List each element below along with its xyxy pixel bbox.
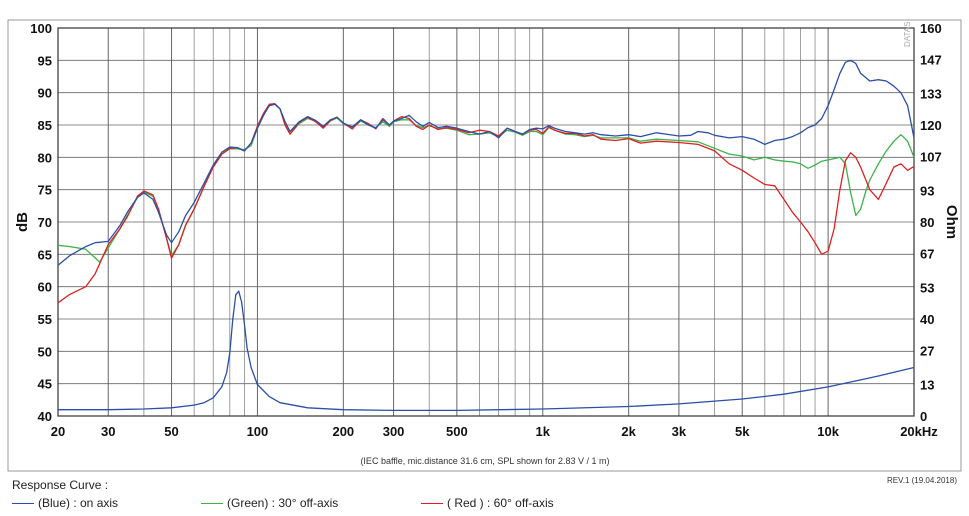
x-tick-label: 500 xyxy=(446,424,468,439)
y2-tick-labels: 0 13 27 40 53 67 80 93 107 120 133 147 160 xyxy=(920,21,942,424)
y2-tick-label: 40 xyxy=(920,312,934,327)
watermark: DATAS xyxy=(903,22,912,47)
grid xyxy=(57,27,915,417)
y2-tick-label: 27 xyxy=(920,344,934,359)
y2-tick-label: 0 xyxy=(920,409,927,424)
x-tick-label: 100 xyxy=(247,424,269,439)
y2-tick-label: 133 xyxy=(920,86,942,101)
legend-swatch-blue xyxy=(12,502,34,504)
x-tick-label: 200 xyxy=(332,424,354,439)
y2-tick-label: 147 xyxy=(920,53,942,68)
legend-swatch-red xyxy=(421,502,443,504)
y2-tick-label: 93 xyxy=(920,183,934,198)
y2-tick-label: 80 xyxy=(920,215,934,230)
legend-item-green: (Green) : 30° off-axis xyxy=(201,496,338,510)
y-tick-label: 75 xyxy=(38,183,52,198)
y2-axis-title: Ohm xyxy=(943,205,960,239)
x-tick-label: 3k xyxy=(672,424,687,439)
y2-tick-label: 53 xyxy=(920,280,934,295)
y2-tick-label: 160 xyxy=(920,21,942,36)
series-line-impedance xyxy=(58,290,915,412)
legend-swatch-green xyxy=(201,502,223,504)
legend-label-green: (Green) : 30° off-axis xyxy=(227,496,339,510)
y-tick-label: 50 xyxy=(38,344,52,359)
x-tick-label: 30 xyxy=(101,424,115,439)
legend-label-blue: (Blue) : on axis xyxy=(38,496,119,510)
x-tick-label: 20kHz xyxy=(900,424,938,439)
y-axis-title: dB xyxy=(14,212,31,232)
measurement-note: (IEC baffle, mic.distance 31.6 cm, SPL s… xyxy=(360,456,609,466)
y2-tick-label: 107 xyxy=(920,150,942,165)
y-tick-label: 70 xyxy=(38,215,52,230)
y-tick-label: 55 xyxy=(38,312,52,327)
revision-label: REV.1 (19.04.2018) xyxy=(887,476,957,485)
y-tick-label: 40 xyxy=(38,409,52,424)
x-tick-label: 5k xyxy=(735,424,750,439)
y-tick-label: 95 xyxy=(38,53,52,68)
y2-tick-label: 13 xyxy=(920,377,934,392)
y-tick-labels: 40 45 50 55 60 65 70 75 80 85 90 95 100 xyxy=(30,21,52,424)
chart-frame xyxy=(7,19,962,472)
x-tick-label: 2k xyxy=(621,424,636,439)
y2-tick-label: 120 xyxy=(920,118,942,133)
y-tick-label: 60 xyxy=(38,280,52,295)
legend-label-red: ( Red ) : 60° off-axis xyxy=(447,496,554,510)
y-tick-label: 85 xyxy=(38,118,52,133)
x-tick-label: 1k xyxy=(536,424,551,439)
plot-area-border xyxy=(57,27,915,417)
x-tick-label: 50 xyxy=(164,424,178,439)
x-tick-label: 20 xyxy=(51,424,65,439)
frequency-response-chart: 20 30 50 100 200 300 500 1k 2k 3k 5k 10k 20kHz 40455… xyxy=(7,19,962,472)
series-line-red xyxy=(57,103,915,304)
legend-title: Response Curve : xyxy=(12,478,109,492)
series-line-green xyxy=(57,103,915,263)
legend-item-blue: (Blue) : on axis xyxy=(12,496,118,510)
curves xyxy=(57,59,915,412)
y2-tick-label: 67 xyxy=(920,247,934,262)
legend-item-red: ( Red ) : 60° off-axis xyxy=(421,496,554,510)
x-tick-labels: 20 30 50 100 200 300 500 1k 2k 3k 5k 10k 20kHz xyxy=(51,424,939,439)
x-tick-label: 300 xyxy=(383,424,405,439)
x-tick-label: 10k xyxy=(817,424,839,439)
y-tick-label: 80 xyxy=(38,150,52,165)
series-line-blue xyxy=(57,59,915,266)
y-tick-label: 90 xyxy=(38,86,52,101)
y-tick-label: 65 xyxy=(38,247,52,262)
y-tick-label: 45 xyxy=(38,377,52,392)
y-tick-label: 100 xyxy=(30,21,52,36)
